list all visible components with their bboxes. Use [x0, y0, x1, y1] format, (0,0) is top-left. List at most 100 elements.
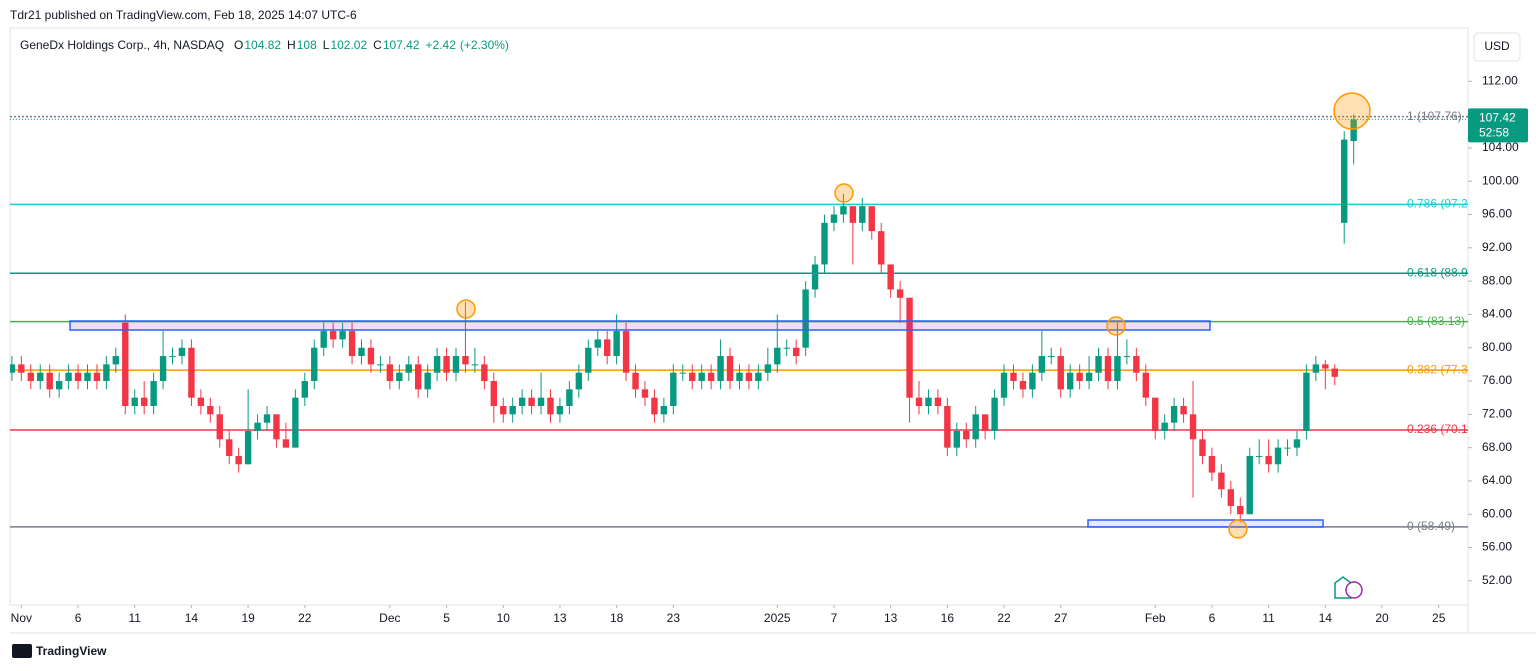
- candle-body: [717, 356, 724, 382]
- candle-body: [282, 439, 290, 448]
- fib-label: 0.5 (83.13): [1407, 314, 1465, 328]
- candle-body: [207, 406, 214, 415]
- legend-key: L: [323, 38, 330, 52]
- candle-body: [1265, 455, 1272, 465]
- candle-body: [670, 372, 677, 407]
- candle-body: [462, 356, 469, 365]
- currency-button[interactable]: [1473, 32, 1521, 62]
- x-tick-label: 13: [553, 611, 567, 625]
- fib-label: 0.618 (88.9: [1407, 265, 1468, 279]
- candle-body: [764, 364, 772, 373]
- candle-body: [93, 372, 101, 382]
- candle-body: [859, 206, 866, 223]
- candle-body: [1085, 372, 1093, 382]
- candle-body: [65, 372, 72, 382]
- candle-body: [1227, 489, 1235, 506]
- fib-label: 0 (58.49): [1407, 519, 1455, 533]
- annotations: [69, 92, 1371, 599]
- y-tick-label: 60.00: [1482, 506, 1512, 520]
- candle-body: [311, 347, 318, 382]
- candle-body: [745, 372, 753, 382]
- dividend-icon[interactable]: [1345, 581, 1363, 599]
- x-tick-label: 6: [1209, 611, 1216, 625]
- candle-body: [150, 381, 157, 407]
- resistance-zone: [69, 320, 1211, 331]
- legend: GeneDx Holdings Corp., 4h, NASDAQ O 104.8…: [20, 38, 509, 52]
- candle-body: [329, 331, 337, 340]
- candle-body: [263, 414, 271, 423]
- candle-body: [1170, 406, 1178, 423]
- y-tick-label: 80.00: [1482, 340, 1512, 354]
- x-tick-label: 11: [128, 611, 141, 625]
- candle-body: [377, 364, 384, 366]
- candle-body: [122, 322, 129, 407]
- legend-key: C: [373, 38, 382, 52]
- candle-body: [1104, 356, 1112, 382]
- candle-body: [500, 406, 507, 415]
- candle-body: [755, 372, 762, 382]
- candle-body: [689, 372, 696, 382]
- candle-body: [1010, 372, 1017, 382]
- candle-body: [1312, 364, 1320, 373]
- y-tick-label: 56.00: [1482, 540, 1512, 554]
- x-tick-label: 20: [1375, 611, 1389, 625]
- candle-body: [159, 356, 167, 382]
- currency[interactable]: USD: [1484, 39, 1510, 53]
- y-tick-label: 92.00: [1482, 240, 1512, 254]
- candle-body: [1255, 455, 1263, 457]
- tv-logo: [12, 644, 32, 658]
- candle-body: [140, 397, 148, 407]
- candle-body: [849, 206, 857, 223]
- candle-body: [792, 347, 800, 357]
- x-tick-label: 22: [298, 611, 312, 625]
- candle-body: [358, 347, 365, 357]
- candle-body: [603, 339, 611, 357]
- y-tick-label: 84.00: [1482, 307, 1512, 321]
- candle-body: [1180, 406, 1187, 415]
- candle-body: [216, 414, 223, 440]
- last-price-badge: [1468, 108, 1528, 143]
- x-tick-label: Nov: [11, 611, 32, 625]
- candle-body: [481, 364, 488, 382]
- x-tick-label: Feb: [1145, 611, 1166, 625]
- legend-key: H: [287, 38, 296, 52]
- candle-body: [46, 372, 53, 390]
- candle-body: [1246, 455, 1253, 515]
- x-tick-label: 19: [241, 611, 255, 625]
- candle-body: [188, 347, 195, 398]
- candle-body: [1274, 447, 1282, 465]
- candle-body: [1123, 356, 1131, 358]
- candle-body: [585, 347, 592, 373]
- candle-body: [443, 356, 450, 373]
- candle-body: [348, 331, 356, 357]
- candle-body: [707, 372, 715, 382]
- candle-body: [386, 364, 394, 382]
- candle-body: [925, 397, 932, 407]
- legend-value: 107.42: [383, 38, 420, 52]
- candle-body: [830, 214, 838, 223]
- attribution: Tdr21 published on TradingView.com, Feb …: [10, 8, 357, 22]
- candle-body: [698, 372, 705, 382]
- candle-body: [1350, 119, 1357, 142]
- candle-body: [1208, 455, 1216, 473]
- candle-body: [103, 364, 110, 382]
- legend-change: +2.42: [426, 38, 457, 52]
- candle-body: [490, 381, 497, 407]
- candle-body: [112, 356, 120, 365]
- x-tick-label: 22: [997, 611, 1011, 625]
- candle-body: [1076, 372, 1083, 382]
- fib-label: 0.786 (97.2: [1407, 197, 1468, 211]
- highlight-circle: [834, 183, 854, 203]
- candle-body: [1066, 372, 1074, 390]
- x-tick-label: 11: [1262, 611, 1275, 625]
- candle-body: [424, 372, 431, 390]
- candle-body: [774, 347, 781, 365]
- candle-body: [1038, 356, 1046, 373]
- candle-body: [547, 397, 554, 415]
- y-tick-label: 100.00: [1482, 173, 1519, 187]
- countdown: 52:58: [1479, 126, 1509, 140]
- legend-key: O: [234, 38, 243, 52]
- candle-body: [594, 339, 601, 348]
- candle-body: [1322, 364, 1329, 369]
- x-tick-label: 16: [941, 611, 955, 625]
